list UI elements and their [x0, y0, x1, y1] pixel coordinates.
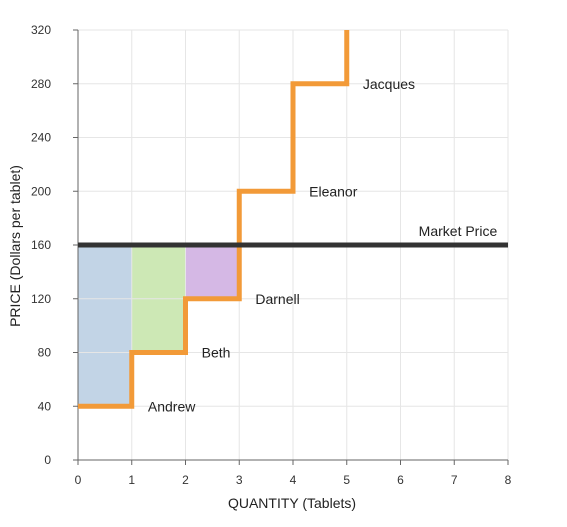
y-tick-label: 200: [31, 184, 51, 198]
surplus-area-2: [185, 245, 240, 299]
annotation-label: Beth: [202, 345, 231, 361]
series-lines: [77, 29, 508, 409]
annotation-label: Market Price: [419, 223, 498, 239]
x-tick-label: 4: [290, 473, 297, 487]
surplus-area-0: [78, 245, 132, 407]
y-tick-label: 120: [31, 292, 51, 306]
y-axis-title: PRICE (Dollars per tablet): [7, 165, 23, 327]
annotations: Andrew Beth Darnell Eleanor Jacques Market Pr…: [148, 76, 498, 415]
annotation-label: Eleanor: [309, 183, 358, 199]
x-tick-label: 6: [397, 473, 404, 487]
x-tick-label: 0: [75, 473, 82, 487]
x-tick-label: 2: [182, 473, 189, 487]
annotation-label: Darnell: [255, 291, 299, 307]
y-tick-label: 0: [44, 453, 51, 467]
surplus-areas: [78, 245, 240, 407]
x-tick-label: 7: [451, 473, 458, 487]
y-tick-label: 160: [31, 238, 51, 252]
annotation-label: Andrew: [148, 398, 196, 414]
y-tick-label: 40: [38, 399, 52, 413]
x-axis-title: QUANTITY (Tablets): [228, 495, 356, 511]
y-tick-label: 320: [31, 23, 51, 37]
y-tick-label: 80: [38, 346, 52, 360]
x-tick-label: 3: [236, 473, 243, 487]
x-tick-label: 5: [343, 473, 350, 487]
y-tick-label: 280: [31, 77, 51, 91]
annotation-label: Jacques: [363, 76, 415, 92]
x-tick-label: 1: [128, 473, 135, 487]
y-tick-label: 240: [31, 131, 51, 145]
x-tick-label: 8: [505, 473, 512, 487]
